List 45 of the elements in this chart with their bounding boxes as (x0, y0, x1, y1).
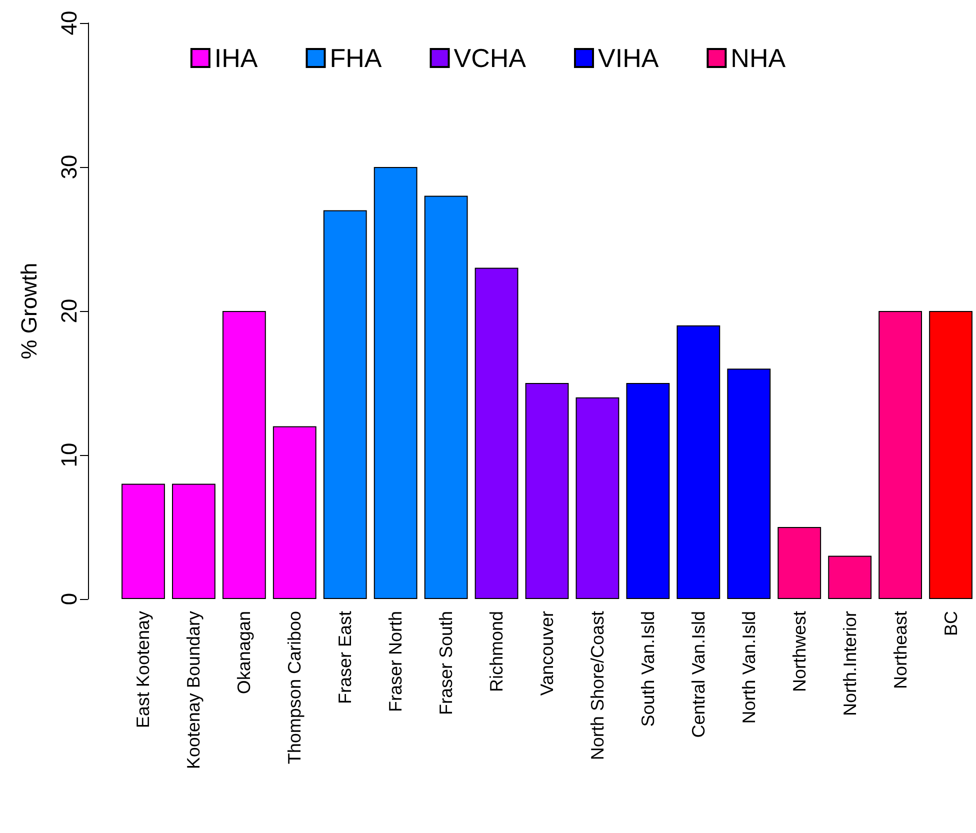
bar (727, 368, 771, 599)
y-axis-title: % Growth (16, 262, 42, 360)
y-tick-label: 0 (56, 592, 82, 606)
bar (272, 426, 316, 599)
bar (374, 167, 418, 599)
x-tick-label: South Van.Isld (638, 611, 658, 727)
legend-label: IHA (214, 43, 258, 73)
bar (828, 556, 872, 599)
x-tick-label: North.Interior (840, 611, 860, 716)
x-tick-label: Richmond (486, 611, 507, 692)
bar (576, 397, 620, 599)
bar (929, 311, 972, 599)
y-tick-label: 30 (56, 154, 82, 180)
x-tick-label: North Van.Isld (738, 611, 759, 724)
bar (172, 484, 216, 599)
x-tick-label: Okanagan (234, 611, 254, 694)
x-tick-label: North Shore/Coast (587, 611, 608, 760)
x-tick-label: Kootenay Boundary (184, 611, 204, 770)
y-tick-label: 20 (56, 298, 82, 324)
x-tick-label: Fraser East (335, 611, 356, 704)
bar (525, 383, 569, 599)
x-tick-label: Thompson Cariboo (284, 611, 305, 764)
x-tick-label: Fraser South (436, 611, 456, 716)
legend-label: NHA (730, 43, 786, 73)
x-tick-label: Vancouver (537, 610, 557, 696)
legend-label: FHA (330, 43, 382, 73)
legend-label: VCHA (454, 43, 527, 73)
bar (474, 268, 518, 599)
x-tick-label: Northeast (890, 611, 910, 690)
x-tick-label: Northwest (789, 611, 810, 692)
bar (222, 311, 266, 599)
bar (778, 527, 822, 599)
bar (424, 196, 468, 599)
x-tick-label: East Kootenay (133, 611, 154, 728)
bar (878, 311, 922, 599)
x-tick-label: BC (940, 611, 961, 636)
x-tick-label: Central Van.Isld (688, 611, 708, 738)
legend-label: VIHA (598, 43, 660, 73)
x-tick-label: Fraser North (386, 611, 406, 712)
bar (122, 484, 165, 599)
bar (626, 383, 670, 599)
bar (676, 325, 720, 599)
y-tick-label: 40 (56, 10, 82, 36)
y-tick-label: 10 (56, 442, 82, 468)
bar (323, 210, 367, 599)
